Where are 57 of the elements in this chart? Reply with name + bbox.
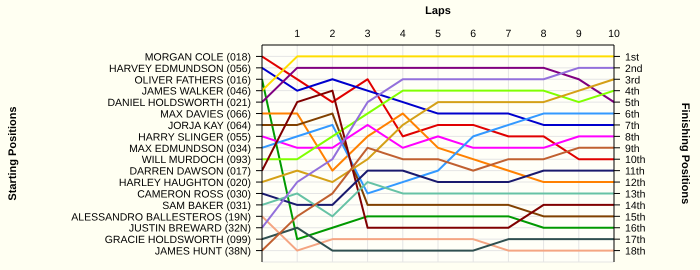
- series-label: GRACIE HOLDSWORTH (099): [104, 234, 251, 246]
- series-label: JAMES WALKER (046): [142, 86, 251, 98]
- y-tick-label: 3rd: [625, 74, 640, 86]
- series-label: DARREN DAWSON (017): [129, 166, 251, 178]
- y-tick-label: 15th: [625, 211, 646, 224]
- x-tick-label: 7: [505, 28, 512, 40]
- series-label: OLIVER FATHERS (016): [134, 74, 251, 86]
- y-tick-label: 16th: [625, 222, 646, 235]
- line-series: [262, 181, 614, 218]
- series-label: JORJA KAY (064): [168, 120, 251, 132]
- x-tick-label: 3: [364, 28, 371, 40]
- text: Starting Positions: [6, 106, 19, 201]
- x-tick-label: 5: [435, 28, 442, 40]
- x-axis-title: Laps: [425, 4, 451, 17]
- line-series: [262, 66, 614, 126]
- x-tick-label: 8: [540, 28, 547, 40]
- y-tick-label: 8th: [625, 131, 640, 144]
- y-tick-label: 2nd: [625, 62, 643, 75]
- series-label: HARRY SLINGER (055): [138, 131, 251, 144]
- series-label: HARVEY EDMUNDSON (056): [109, 62, 251, 75]
- series-label: MORGAN COLE (018): [144, 51, 251, 64]
- series-label: ALESSANDRO BALLESTEROS (19N): [71, 211, 251, 224]
- line-series: [262, 78, 614, 184]
- y-tick-label: 7th: [625, 120, 640, 132]
- y-tick-label: 13th: [625, 188, 646, 200]
- y-tick-label: 12th: [625, 177, 646, 190]
- series-label: MAX DAVIES (066): [160, 108, 251, 121]
- x-tick-label: 1: [294, 28, 300, 40]
- x-tick-label: 10: [608, 28, 620, 40]
- line-series: [262, 112, 614, 218]
- line-series: [262, 55, 614, 160]
- x-tick-label: 4: [400, 28, 406, 40]
- y-tick-label: 5th: [625, 97, 640, 110]
- series-label: JAMES HUNT (38N): [154, 246, 251, 258]
- series-label: JUSTIN BREWARD (32N): [128, 222, 251, 235]
- x-tick-label: 6: [470, 28, 476, 40]
- line-series: [262, 90, 614, 160]
- x-tick-label: 9: [576, 28, 582, 40]
- y-tick-label: 14th: [625, 200, 646, 212]
- series-label: WILL MURDOCH (093): [142, 154, 251, 166]
- y-tick-label: 6th: [625, 108, 640, 121]
- x-tick-label: 2: [329, 28, 336, 40]
- y-tick-label: 9th: [625, 142, 640, 155]
- series-label: SAM BAKER (031): [162, 200, 251, 212]
- y-tick-label: 1st: [625, 51, 640, 64]
- y-axis-title: Finishing Positions: [679, 102, 692, 204]
- series-label: HARLEY HAUGHTON (020): [118, 177, 251, 190]
- line-series: [262, 170, 614, 206]
- series-label: CAMERON ROSS (030): [137, 188, 251, 200]
- series-label: DANIEL HOLDSWORTH (021): [107, 97, 251, 110]
- line-series: [262, 146, 614, 252]
- y-tick-label: 4th: [625, 86, 640, 98]
- series-label: MAX EDMUNDSON (034): [129, 142, 251, 155]
- y-tick-label: 18th: [625, 246, 646, 258]
- y-tick-label: 10th: [625, 154, 646, 166]
- y-tick-label: 17th: [625, 234, 646, 246]
- y-tick-label: 11th: [625, 166, 645, 178]
